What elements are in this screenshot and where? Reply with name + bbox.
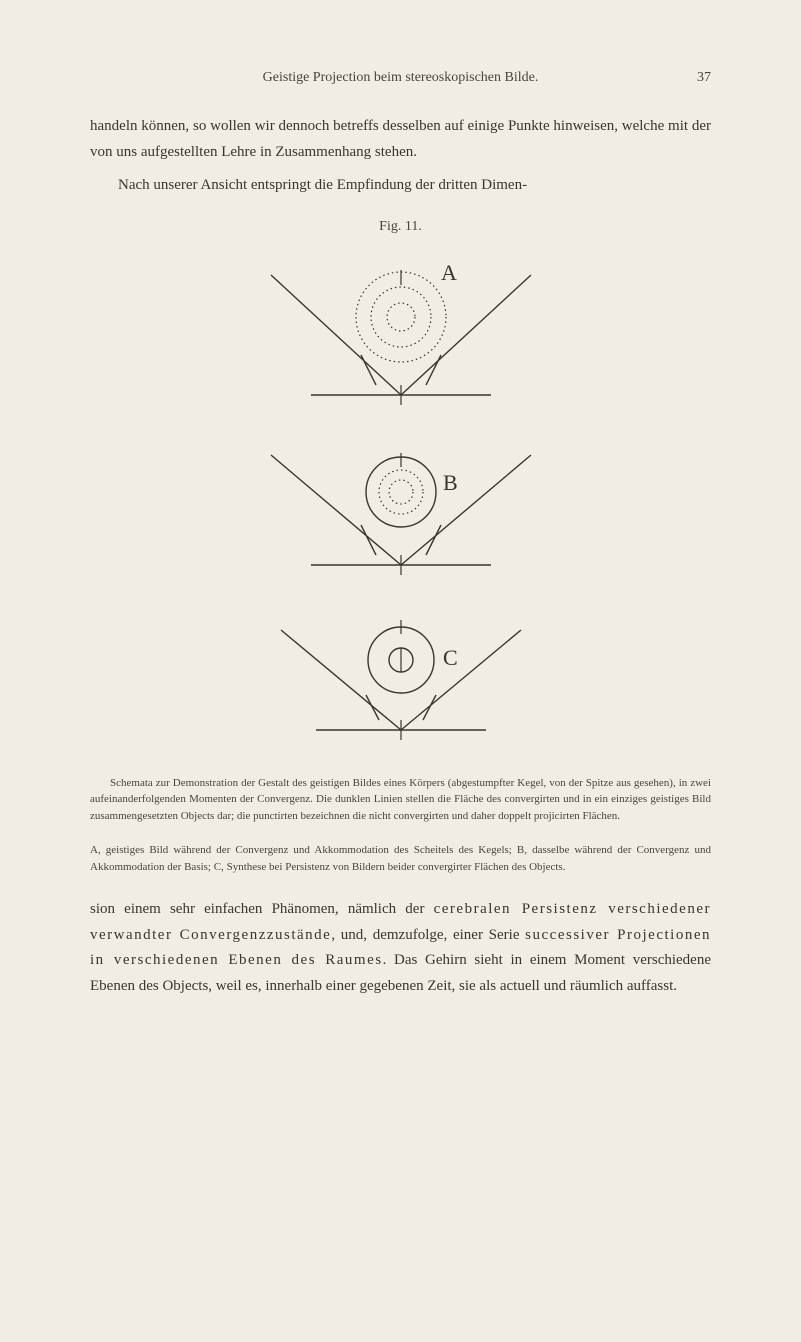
- p3-prefix: sion einem sehr einfachen Phänomen, näml…: [90, 901, 434, 917]
- figure-label: Fig. 11.: [90, 219, 711, 235]
- figure-caption-2-text: A, geistiges Bild während der Convergenz…: [90, 844, 711, 873]
- figure-letter-b: B: [443, 470, 458, 495]
- paragraph-2: Nach unserer Ansicht entspringt die Empf…: [90, 173, 711, 199]
- p3-mid: , und, demzufolge, einer Serie: [331, 927, 525, 943]
- figure-letter-c: C: [443, 645, 458, 670]
- figure-svg: A B: [191, 245, 611, 745]
- paragraph-1: handeln können, so wollen wir dennoch be…: [90, 114, 711, 165]
- figure-caption-2: A, geistiges Bild während der Convergenz…: [90, 842, 711, 875]
- running-header: Geistige Projection beim stereoskopische…: [90, 70, 711, 86]
- paragraph-3: sion einem sehr einfachen Phänomen, näml…: [90, 897, 711, 999]
- figure-caption-1: Schemata zur Demonstration der Gestalt d…: [90, 775, 711, 825]
- page-number: 37: [681, 70, 711, 86]
- figure-11: A B: [90, 245, 711, 745]
- header-title: Geistige Projection beim stereoskopische…: [120, 70, 681, 86]
- figure-letter-a: A: [441, 260, 457, 285]
- document-page: Geistige Projection beim stereoskopische…: [0, 0, 801, 1342]
